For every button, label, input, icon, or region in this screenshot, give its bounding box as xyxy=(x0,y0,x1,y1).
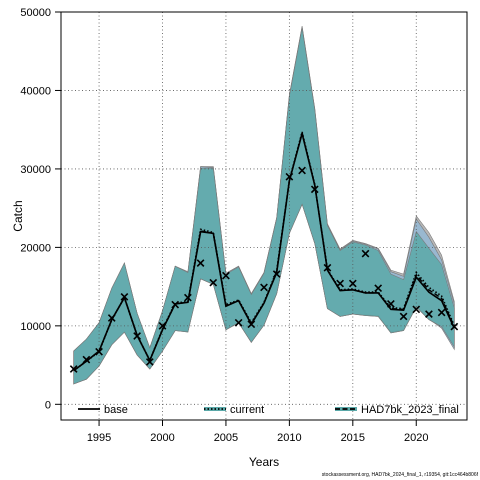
point-stroke xyxy=(348,279,357,288)
point-stroke xyxy=(272,270,281,278)
observed-points xyxy=(69,166,459,373)
observed-point xyxy=(437,308,446,317)
grid-lines xyxy=(61,11,467,420)
y-tick-label: 0 xyxy=(45,399,51,411)
observed-point xyxy=(158,321,167,330)
y-tick-label: 10000 xyxy=(20,321,51,333)
x-tick-label: 1995 xyxy=(87,432,111,444)
confidence-bands xyxy=(73,26,455,385)
point-stroke xyxy=(95,347,103,356)
observed-point xyxy=(107,314,116,322)
observed-point xyxy=(310,185,319,194)
point-stroke xyxy=(450,322,459,331)
point-stroke xyxy=(69,365,78,373)
point-stroke xyxy=(247,320,256,329)
point-stroke xyxy=(158,321,167,330)
observed-point xyxy=(425,310,433,318)
x-tick-label: 2005 xyxy=(214,432,238,444)
point-stroke xyxy=(285,172,294,181)
point-stroke xyxy=(222,271,230,280)
observed-point xyxy=(387,300,395,308)
legend-label: current xyxy=(230,404,264,416)
point-stroke xyxy=(298,166,306,175)
observed-point xyxy=(120,292,129,301)
y-axis-title: Catch xyxy=(11,200,25,231)
observed-point xyxy=(323,263,332,272)
x-tick-label: 2015 xyxy=(341,432,365,444)
point-stroke xyxy=(399,312,408,321)
observed-point xyxy=(285,172,294,181)
observed-point xyxy=(260,283,268,292)
observed-point xyxy=(145,358,154,366)
x-axis-title: Years xyxy=(249,455,279,469)
point-stroke xyxy=(387,300,395,308)
point-stroke xyxy=(234,318,243,327)
x-tick-label: 2020 xyxy=(404,432,428,444)
observed-point xyxy=(399,312,408,321)
x-tick-label: 2000 xyxy=(150,432,174,444)
observed-point xyxy=(133,332,141,340)
y-tick-label: 40000 xyxy=(20,85,51,97)
legend-label: base xyxy=(104,404,128,416)
observed-point xyxy=(272,270,281,278)
observed-point xyxy=(298,166,306,175)
point-stroke xyxy=(361,249,370,258)
point-stroke xyxy=(171,300,180,309)
observed-point xyxy=(222,271,230,280)
point-stroke xyxy=(310,185,319,194)
point-stroke xyxy=(184,293,192,302)
observed-point xyxy=(196,259,205,267)
observed-point xyxy=(374,284,383,293)
legend: base current HAD7bk_2023_final xyxy=(78,404,459,416)
x-axis-ticks: 1995 2000 2005 2010 2015 2020 xyxy=(87,420,428,444)
point-stroke xyxy=(133,332,141,340)
point-stroke xyxy=(425,310,433,318)
point-stroke xyxy=(82,355,91,364)
y-tick-label: 50000 xyxy=(20,7,51,19)
observed-point xyxy=(209,278,218,287)
observed-point xyxy=(412,305,421,314)
observed-point xyxy=(82,355,91,364)
point-stroke xyxy=(209,278,218,287)
point-stroke xyxy=(120,292,129,301)
y-tick-label: 30000 xyxy=(20,164,51,176)
band-base xyxy=(73,27,455,385)
observed-point xyxy=(450,322,459,331)
point-stroke xyxy=(260,283,268,292)
point-stroke xyxy=(145,358,154,366)
observed-point xyxy=(95,347,103,356)
observed-point xyxy=(184,293,192,302)
point-stroke xyxy=(374,284,383,293)
observed-point xyxy=(336,279,344,288)
plot-frame xyxy=(60,11,468,421)
observed-point xyxy=(69,365,78,373)
point-stroke xyxy=(336,279,344,288)
observed-point xyxy=(234,318,243,327)
observed-point xyxy=(361,249,370,258)
point-stroke xyxy=(437,308,446,317)
legend-label: HAD7bk_2023_final xyxy=(361,404,459,416)
footer-text: stockassessment.org, HAD7bk_2024_final_1… xyxy=(322,472,479,478)
x-tick-label: 2010 xyxy=(277,432,301,444)
observed-point xyxy=(171,300,180,309)
point-stroke xyxy=(107,314,116,322)
observed-point xyxy=(247,320,256,329)
y-tick-label: 20000 xyxy=(20,242,51,254)
observed-point xyxy=(348,279,357,288)
point-stroke xyxy=(196,259,205,267)
y-axis-ticks: 0 10000 20000 30000 40000 50000 xyxy=(20,7,61,411)
point-stroke xyxy=(323,263,332,272)
point-stroke xyxy=(412,305,421,314)
